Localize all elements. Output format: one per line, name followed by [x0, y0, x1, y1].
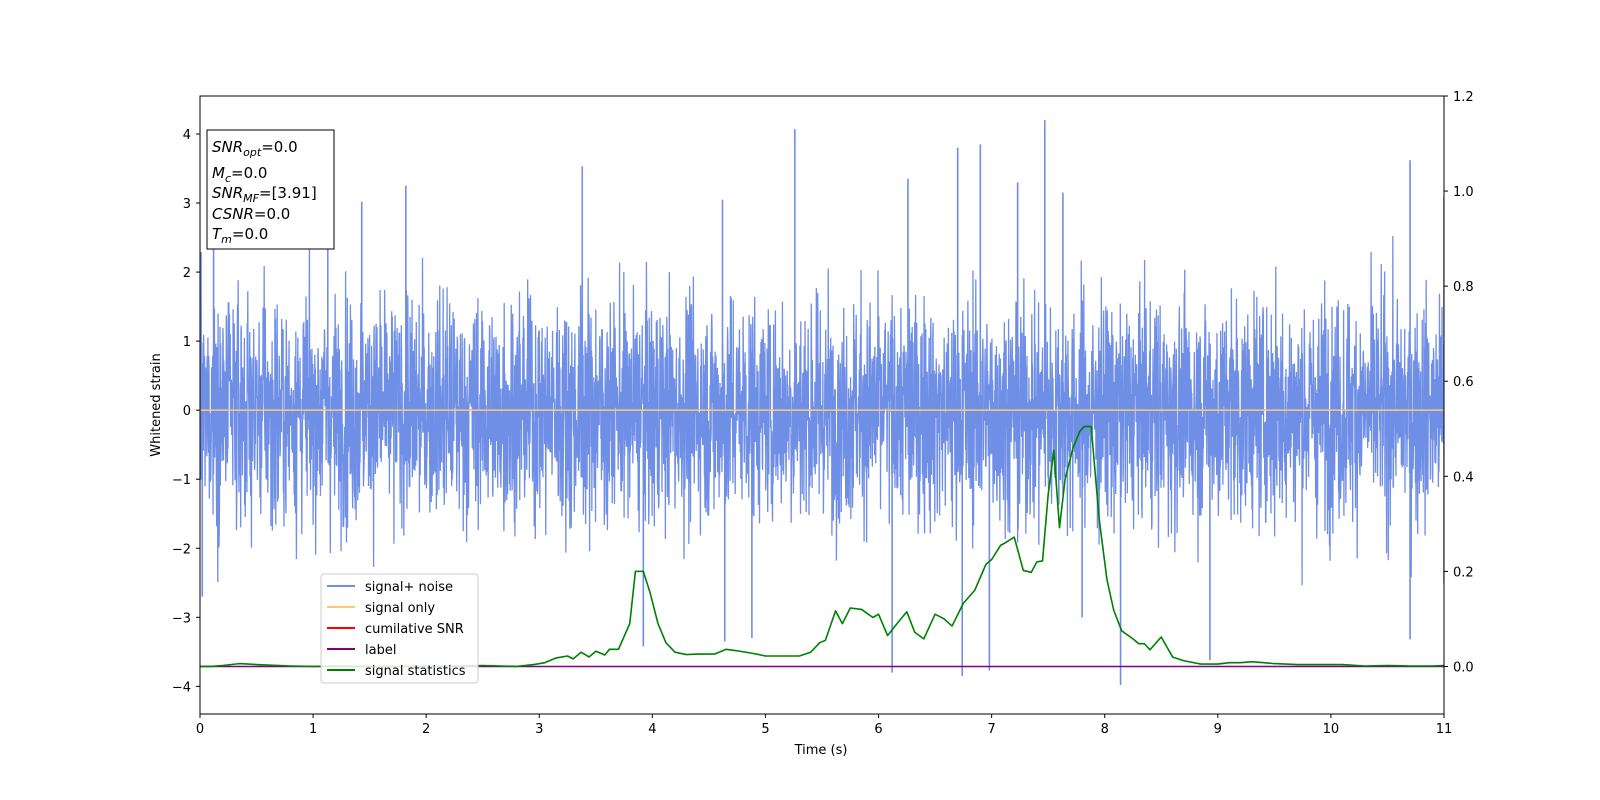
y-tick-label-2: 2 — [183, 266, 191, 281]
info-line-2: SNRMF=[3.91] — [212, 184, 317, 205]
info-line-0: SNRopt=0.0 — [212, 138, 298, 159]
x-tick-label-10: 10 — [1323, 722, 1340, 737]
legend-label-label: label — [365, 643, 396, 658]
x-tick-label-4: 4 — [648, 722, 656, 737]
y-right-tick-label-0.6: 0.6 — [1453, 375, 1474, 390]
info-box-frame — [206, 129, 335, 250]
series-signal-noise-line — [200, 220, 1444, 586]
y-tick-label--4: −4 — [172, 680, 191, 695]
y-right-tick-label-0.8: 0.8 — [1453, 280, 1474, 295]
y-axis-label: Whitened strain — [149, 353, 164, 456]
x-tick-label-3: 3 — [535, 722, 543, 737]
x-tick-label-11: 11 — [1436, 722, 1453, 737]
x-tick-label-0: 0 — [196, 722, 204, 737]
info-line-1: Mc=0.0 — [212, 164, 267, 185]
x-tick-label-7: 7 — [987, 722, 995, 737]
y-right-tick-label-0.0: 0.0 — [1453, 660, 1474, 675]
y-right-tick-label-0.2: 0.2 — [1453, 565, 1474, 580]
legend: signal+ noise signal only cumilative SNR la… — [320, 573, 479, 684]
y-right-tick-label-1.2: 1.2 — [1453, 90, 1474, 105]
info-line-4: Tm=0.0 — [212, 225, 268, 246]
y-right-tick-label-0.4: 0.4 — [1453, 470, 1474, 485]
y-axis-left: −4 −3 −2 −1 0 1 2 3 4 — [172, 128, 200, 695]
x-tick-label-1: 1 — [309, 722, 317, 737]
y-tick-label-0: 0 — [183, 404, 191, 419]
x-tick-label-6: 6 — [874, 722, 882, 737]
legend-label-cumilative-snr: cumilative SNR — [365, 622, 464, 637]
y-tick-label--3: −3 — [172, 611, 191, 626]
series-signal-statistics-line — [200, 425, 1444, 668]
y-axis-right: 0.0 0.2 0.4 0.6 0.8 1.0 1.2 — [1444, 90, 1474, 675]
legend-label-signal-only: signal only — [365, 601, 435, 616]
x-tick-label-8: 8 — [1101, 722, 1109, 737]
x-axis: 0 1 2 3 4 5 6 7 8 9 10 11 — [196, 714, 1452, 737]
x-tick-label-2: 2 — [422, 722, 430, 737]
x-axis-label: Time (s) — [794, 743, 848, 758]
x-tick-label-9: 9 — [1214, 722, 1222, 737]
legend-label-signal-statistics: signal statistics — [365, 664, 466, 679]
legend-label-signal-noise: signal+ noise — [365, 580, 453, 595]
y-tick-label--2: −2 — [172, 542, 191, 557]
y-tick-label-3: 3 — [183, 197, 191, 212]
plot-frame — [199, 95, 1445, 715]
x-tick-label-5: 5 — [761, 722, 769, 737]
y-tick-label-1: 1 — [183, 335, 191, 350]
info-line-3: CSNR=0.0 — [212, 205, 290, 223]
y-tick-label-4: 4 — [183, 128, 191, 143]
y-right-tick-label-1.0: 1.0 — [1453, 185, 1474, 200]
y-tick-label--1: −1 — [172, 473, 191, 488]
legend-frame — [320, 573, 479, 684]
